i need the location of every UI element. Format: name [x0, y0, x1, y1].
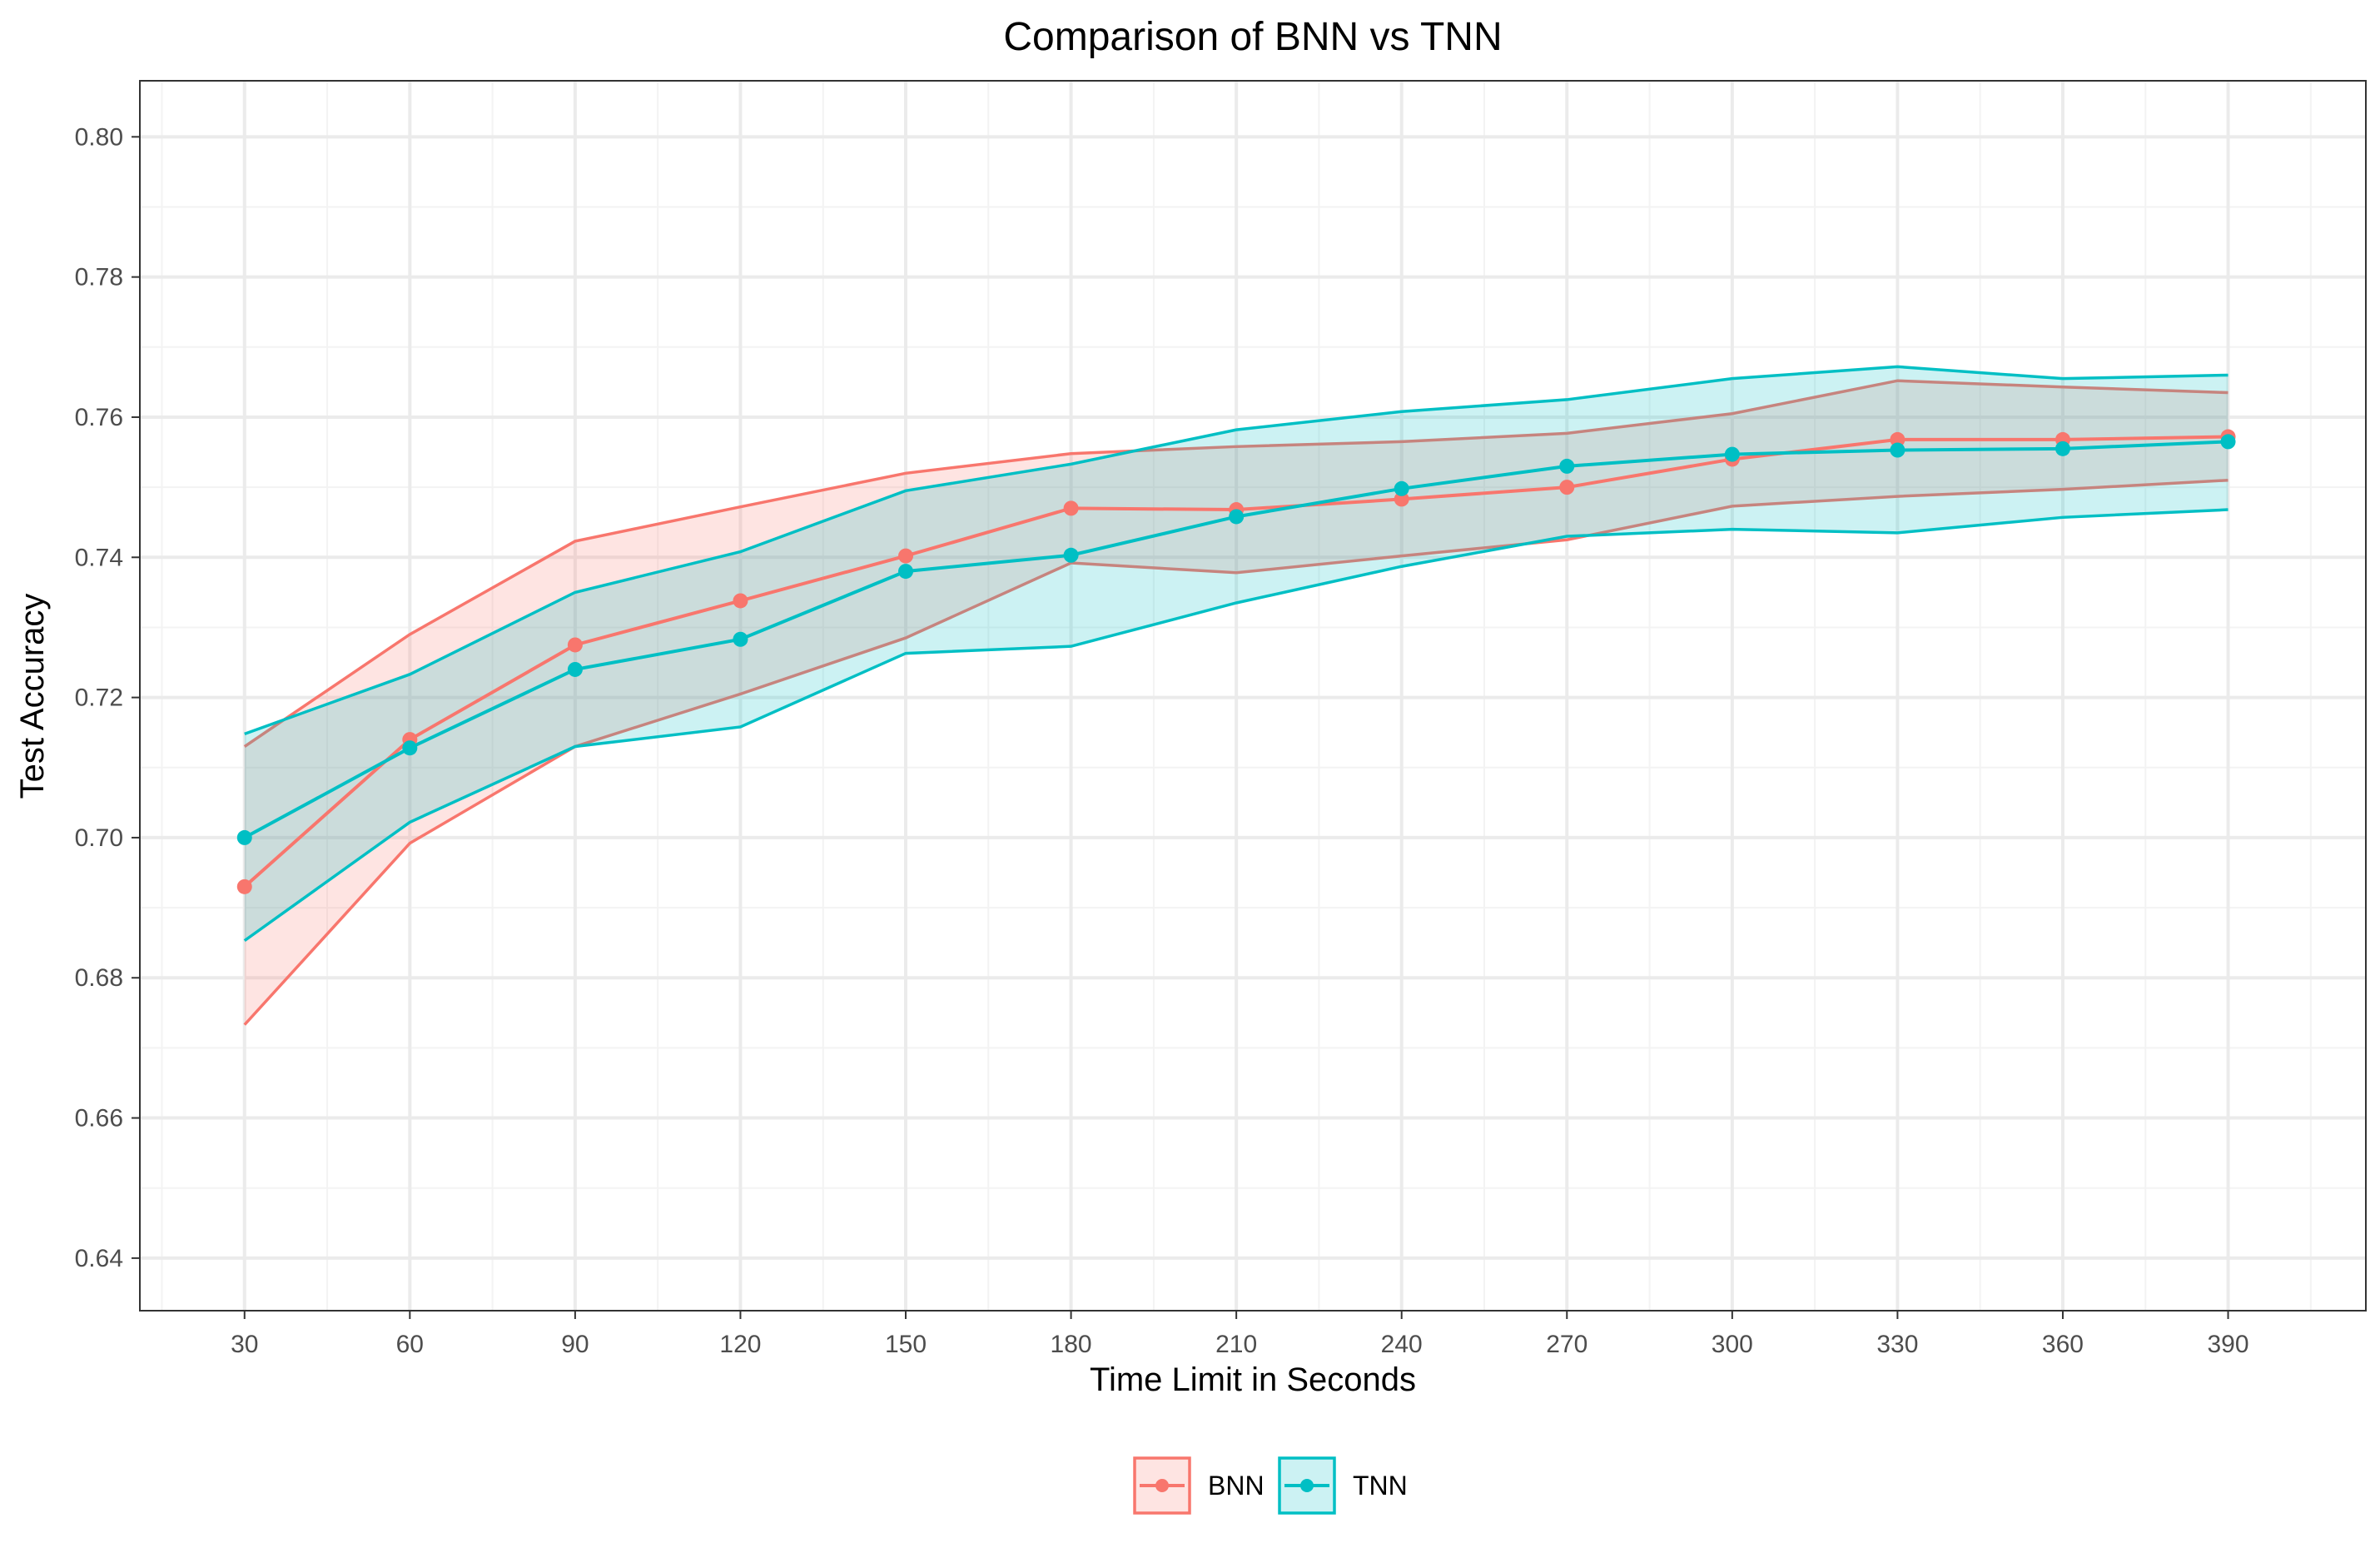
x-axis-ticks: 30 60 90 120 150 180 210 240 270 300 330 360 390 — [231, 1311, 2249, 1358]
bnn-data-point — [1394, 491, 1409, 507]
tnn-data-point — [2220, 434, 2236, 450]
tnn-data-point — [236, 829, 252, 845]
series-points — [236, 429, 2236, 894]
tnn-data-point — [1890, 442, 1905, 458]
tnn-data-point — [2055, 441, 2070, 456]
tnn-upper-bound-line — [244, 365, 2228, 736]
tnn-data-point — [1063, 547, 1079, 563]
legend-point-bnn — [1155, 1479, 1169, 1492]
x-tick-label: 60 — [396, 1331, 424, 1358]
bnn-data-point — [1559, 480, 1575, 495]
tnn-confidence-band — [244, 366, 2228, 941]
legend-label-tnn: TNN — [1353, 1471, 1408, 1501]
tnn-data-point — [1229, 509, 1245, 525]
bnn-data-point — [733, 593, 748, 609]
tnn-data-point — [402, 740, 418, 756]
bnn-data-point — [236, 879, 252, 894]
tnn-data-point — [1724, 446, 1740, 462]
x-tick-label: 270 — [1546, 1331, 1587, 1358]
y-tick-label: 0.72 — [75, 684, 123, 712]
bnn-data-point — [898, 548, 914, 564]
x-tick-label: 390 — [2207, 1331, 2248, 1358]
bnn-data-point — [1890, 431, 1905, 447]
x-tick-label: 30 — [231, 1331, 258, 1358]
tnn-data-point — [733, 631, 748, 647]
y-axis-title: Test Accuracy — [14, 594, 51, 799]
y-tick-label: 0.66 — [75, 1105, 123, 1132]
legend: BNN TNN — [1133, 1456, 1408, 1515]
bnn-upper-bound-line — [243, 379, 2228, 748]
x-tick-label: 210 — [1215, 1331, 1257, 1358]
bnn-confidence-band — [244, 381, 2228, 1025]
tnn-data-point — [1559, 458, 1575, 474]
x-tick-label: 300 — [1712, 1331, 1753, 1358]
legend-point-tnn — [1300, 1479, 1314, 1492]
bnn-data-point — [567, 637, 583, 653]
tnn-data-point — [898, 564, 914, 580]
x-tick-label: 90 — [561, 1331, 589, 1358]
x-tick-label: 240 — [1381, 1331, 1423, 1358]
bnn-data-point — [1063, 500, 1079, 516]
x-tick-label: 120 — [719, 1331, 761, 1358]
grid — [140, 81, 2366, 1311]
y-tick-label: 0.64 — [75, 1245, 123, 1272]
x-tick-label: 360 — [2042, 1331, 2084, 1358]
confidence-bands — [243, 365, 2228, 1026]
x-tick-label: 150 — [885, 1331, 927, 1358]
y-tick-label: 0.78 — [75, 264, 123, 291]
x-tick-label: 330 — [1876, 1331, 1918, 1358]
y-tick-label: 0.74 — [75, 544, 123, 571]
chart-title: Comparison of BNN vs TNN — [1003, 15, 1502, 59]
plot-panel-border — [139, 80, 2367, 1312]
tnn-data-point — [567, 661, 583, 677]
x-axis-title: Time Limit in Seconds — [1090, 1361, 1416, 1398]
tnn-lower-bound-line — [243, 508, 2228, 943]
y-tick-label: 0.70 — [75, 824, 123, 852]
tnn-data-point — [1394, 480, 1409, 496]
y-tick-label: 0.80 — [75, 123, 123, 151]
y-axis-ticks: 0.64 0.66 0.68 0.70 0.72 0.74 0.76 0.78 0.80 — [75, 123, 140, 1272]
y-tick-label: 0.68 — [75, 964, 123, 992]
legend-label-bnn: BNN — [1208, 1471, 1265, 1501]
x-tick-label: 180 — [1051, 1331, 1092, 1358]
y-tick-label: 0.76 — [75, 404, 123, 431]
